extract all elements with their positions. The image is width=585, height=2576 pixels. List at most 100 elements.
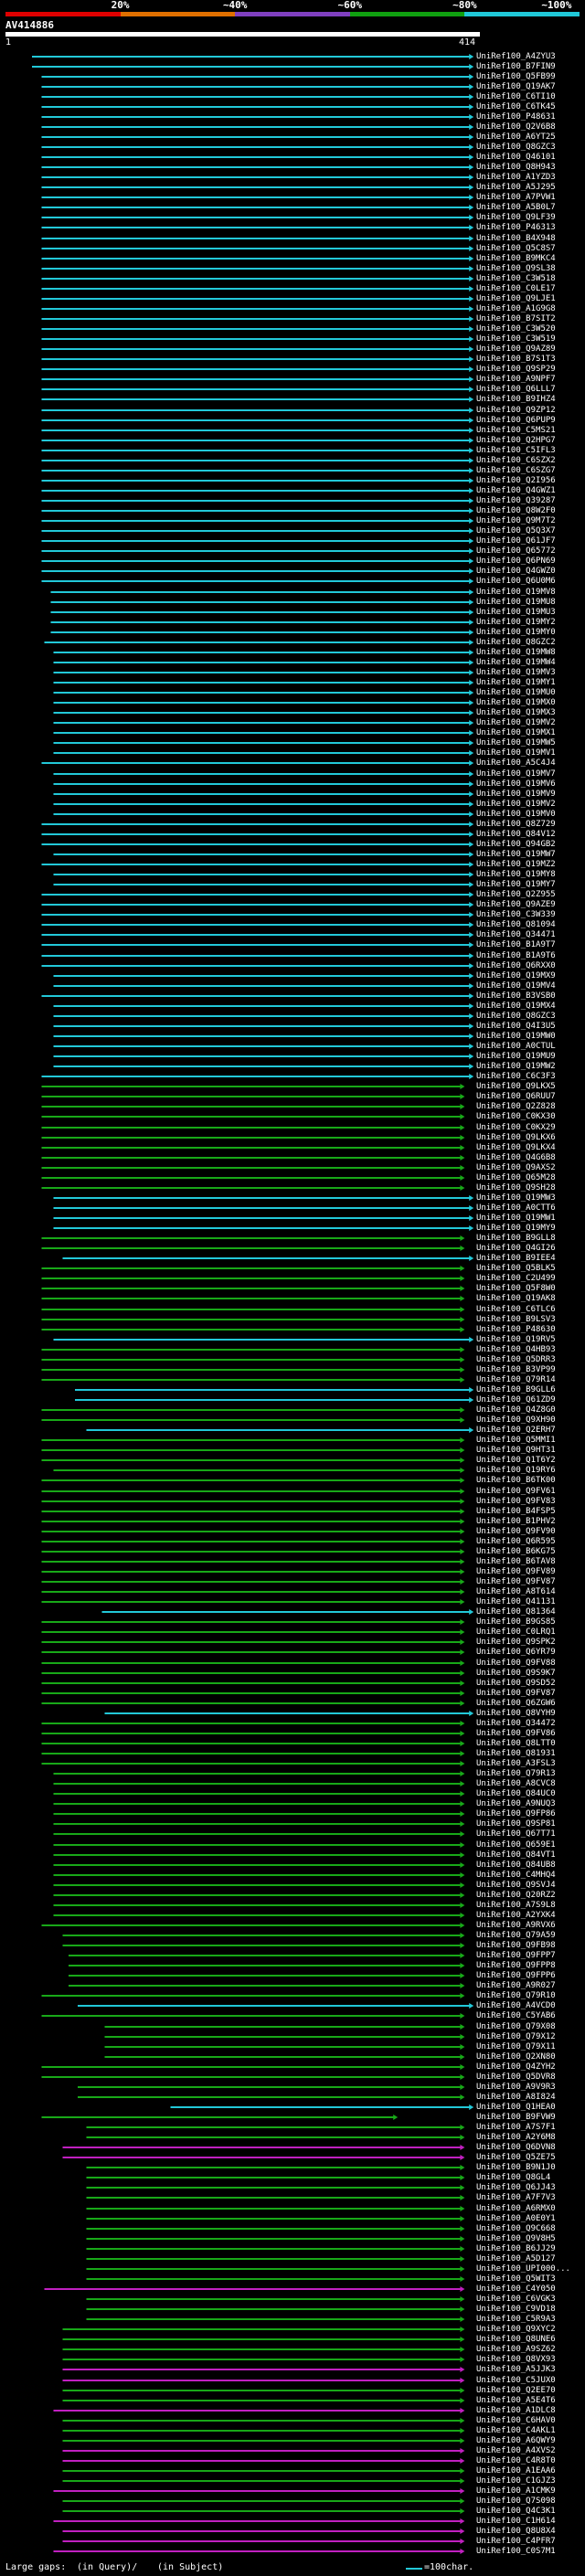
hit-label-link[interactable]: UniRef100_Q6DVN8 [476,2143,556,2152]
hit-label-link[interactable]: UniRef100_A7F7V3 [476,2193,556,2202]
hit-label-link[interactable]: UniRef100_Q9SVJ4 [476,1881,556,1890]
hit-label-link[interactable]: UniRef100_A1CMK9 [476,2486,556,2496]
hit-label-link[interactable]: UniRef100_Q9LKX6 [476,1133,556,1142]
hit-label-link[interactable]: UniRef100_Q8VX93 [476,2355,556,2364]
hit-label-link[interactable]: UniRef100_Q19MV4 [476,981,556,991]
hit-label-link[interactable]: UniRef100_Q8GZC2 [476,638,556,647]
hit-label-link[interactable]: UniRef100_Q6JJ43 [476,2183,556,2192]
hit-label-link[interactable]: UniRef100_A1DLC8 [476,2406,556,2415]
hit-label-link[interactable]: UniRef100_A5J295 [476,183,556,192]
hit-label-link[interactable]: UniRef100_Q79R14 [476,1375,556,1384]
hit-label-link[interactable]: UniRef100_Q9FV86 [476,1729,556,1738]
hit-label-link[interactable]: UniRef100_A5C4J4 [476,758,556,768]
hit-label-link[interactable]: UniRef100_Q19MY8 [476,870,556,879]
hit-label-link[interactable]: UniRef100_Q19MY1 [476,678,556,687]
hit-label-link[interactable]: UniRef100_Q19MV7 [476,769,556,779]
hit-label-link[interactable]: UniRef100_A9RVX6 [476,1921,556,1930]
hit-label-link[interactable]: UniRef100_C3W519 [476,334,556,344]
hit-label-link[interactable]: UniRef100_Q659E1 [476,1840,556,1850]
hit-label-link[interactable]: UniRef100_C0S7M1 [476,2547,556,2556]
hit-label-link[interactable]: UniRef100_Q20RZ2 [476,1891,556,1900]
hit-label-link[interactable]: UniRef100_P48631 [476,112,556,122]
hit-label-link[interactable]: UniRef100_C6C3F3 [476,1072,556,1081]
hit-label-link[interactable]: UniRef100_Q5FB99 [476,72,556,81]
hit-label-link[interactable]: UniRef100_Q9SP29 [476,365,556,374]
hit-label-link[interactable]: UniRef100_A4XVS2 [476,2446,556,2455]
hit-label-link[interactable]: UniRef100_B4FSP5 [476,1507,556,1516]
hit-label-link[interactable]: UniRef100_Q8GZC3 [476,143,556,152]
hit-label-link[interactable]: UniRef100_Q19MU3 [476,608,556,617]
hit-label-link[interactable]: UniRef100_Q8GL4 [476,2173,551,2182]
hit-label-link[interactable]: UniRef100_C5R9A3 [476,2315,556,2324]
hit-label-link[interactable]: UniRef100_A1YZD3 [476,173,556,182]
hit-label-link[interactable]: UniRef100_Q9XH90 [476,1415,556,1425]
hit-label-link[interactable]: UniRef100_Q9LJE1 [476,294,556,303]
hit-label-link[interactable]: UniRef100_A9NPF7 [476,375,556,384]
hit-label-link[interactable]: UniRef100_Q9LF39 [476,213,556,222]
hit-label-link[interactable]: UniRef100_Q81931 [476,1749,556,1758]
hit-label-link[interactable]: UniRef100_Q9FPP6 [476,1971,556,1980]
hit-label-link[interactable]: UniRef100_Q19MU8 [476,598,556,607]
hit-label-link[interactable]: UniRef100_C4PFR7 [476,2537,556,2546]
hit-label-link[interactable]: UniRef100_Q9FV89 [476,1567,556,1576]
hit-label-link[interactable]: UniRef100_C1H614 [476,2517,556,2526]
hit-label-link[interactable]: UniRef100_C4Y050 [476,2284,556,2294]
hit-label-link[interactable]: UniRef100_A2Y6M8 [476,2133,556,2142]
hit-label-link[interactable]: UniRef100_C5IFL3 [476,446,556,455]
hit-label-link[interactable]: UniRef100_Q9FV61 [476,1487,556,1496]
hit-label-link[interactable]: UniRef100_C6TLC6 [476,1305,556,1314]
hit-label-link[interactable]: UniRef100_Q5F8W0 [476,1284,556,1293]
hit-label-link[interactable]: UniRef100_Q4C3K1 [476,2507,556,2516]
hit-label-link[interactable]: UniRef100_Q9SL38 [476,264,556,273]
hit-label-link[interactable]: UniRef100_Q6R595 [476,1537,556,1546]
hit-label-link[interactable]: UniRef100_Q19MX3 [476,708,556,717]
hit-label-link[interactable]: UniRef100_Q19MW0 [476,1032,556,1041]
hit-label-link[interactable]: UniRef100_A9SZ62 [476,2345,556,2354]
hit-label-link[interactable]: UniRef100_Q9FPP8 [476,1961,556,1970]
hit-label-link[interactable]: UniRef100_B1PHV2 [476,1517,556,1526]
hit-label-link[interactable]: UniRef100_C6VGK3 [476,2295,556,2304]
hit-label-link[interactable]: UniRef100_Q9ZP12 [476,406,556,415]
hit-label-link[interactable]: UniRef100_Q9V8H5 [476,2234,556,2243]
hit-label-link[interactable]: UniRef100_Q5WIT3 [476,2274,556,2284]
hit-label-link[interactable]: UniRef100_A5D127 [476,2254,556,2263]
hit-label-link[interactable]: UniRef100_Q5Q3X7 [476,526,556,535]
hit-label-link[interactable]: UniRef100_B9GLL6 [476,1385,556,1394]
hit-label-link[interactable]: UniRef100_Q19MY7 [476,880,556,889]
hit-label-link[interactable]: UniRef100_B6KG75 [476,1547,556,1556]
hit-label-link[interactable]: UniRef100_C5JUX0 [476,2376,556,2385]
hit-label-link[interactable]: UniRef100_Q19MY9 [476,1224,556,1233]
hit-label-link[interactable]: UniRef100_B9GLL8 [476,1234,556,1243]
hit-label-link[interactable]: UniRef100_Q19MY2 [476,618,556,627]
hit-label-link[interactable]: UniRef100_C3W339 [476,910,556,919]
hit-label-link[interactable]: UniRef100_Q9LKX5 [476,1082,556,1091]
hit-label-link[interactable]: UniRef100_Q9C668 [476,2224,556,2233]
hit-label-link[interactable]: UniRef100_Q1HEA0 [476,2103,556,2112]
hit-label-link[interactable]: UniRef100_Q8H943 [476,163,556,172]
hit-label-link[interactable]: UniRef100_Q9HT31 [476,1446,556,1455]
hit-label-link[interactable]: UniRef100_Q4GWZ0 [476,567,556,576]
hit-label-link[interactable]: UniRef100_Q19MV0 [476,810,556,819]
hit-label-link[interactable]: UniRef100_P46313 [476,223,556,232]
hit-label-link[interactable]: UniRef100_A6RMX0 [476,2204,556,2213]
hit-label-link[interactable]: UniRef100_Q8UNE6 [476,2335,556,2344]
hit-label-link[interactable]: UniRef100_Q2V6B8 [476,122,556,132]
hit-label-link[interactable]: UniRef100_A4ZYU3 [476,52,556,61]
hit-label-link[interactable]: UniRef100_A2YXK4 [476,1911,556,1920]
hit-label-link[interactable]: UniRef100_Q19RV5 [476,1335,556,1344]
hit-label-link[interactable]: UniRef100_Q19MW5 [476,738,556,747]
hit-label-link[interactable]: UniRef100_B9LSV3 [476,1315,556,1324]
hit-label-link[interactable]: UniRef100_Q4G6B8 [476,1153,556,1162]
hit-label-link[interactable]: UniRef100_A9NUQ3 [476,1799,556,1808]
hit-label-link[interactable]: UniRef100_Q4GWZ1 [476,486,556,495]
hit-label-link[interactable]: UniRef100_Q5DVR8 [476,2072,556,2082]
hit-label-link[interactable]: UniRef100_C4R8T0 [476,2456,556,2465]
hit-label-link[interactable]: UniRef100_Q2EE70 [476,2386,556,2395]
hit-label-link[interactable]: UniRef100_Q6LLL7 [476,385,556,394]
hit-label-link[interactable]: UniRef100_Q41131 [476,1597,556,1606]
hit-label-link[interactable]: UniRef100_A5JJK3 [476,2365,556,2374]
hit-label-link[interactable]: UniRef100_Q19MW4 [476,658,556,667]
hit-label-link[interactable]: UniRef100_Q19MX9 [476,971,556,981]
hit-label-link[interactable]: UniRef100_Q46101 [476,153,556,162]
hit-label-link[interactable]: UniRef100_A7S7F1 [476,2123,556,2132]
